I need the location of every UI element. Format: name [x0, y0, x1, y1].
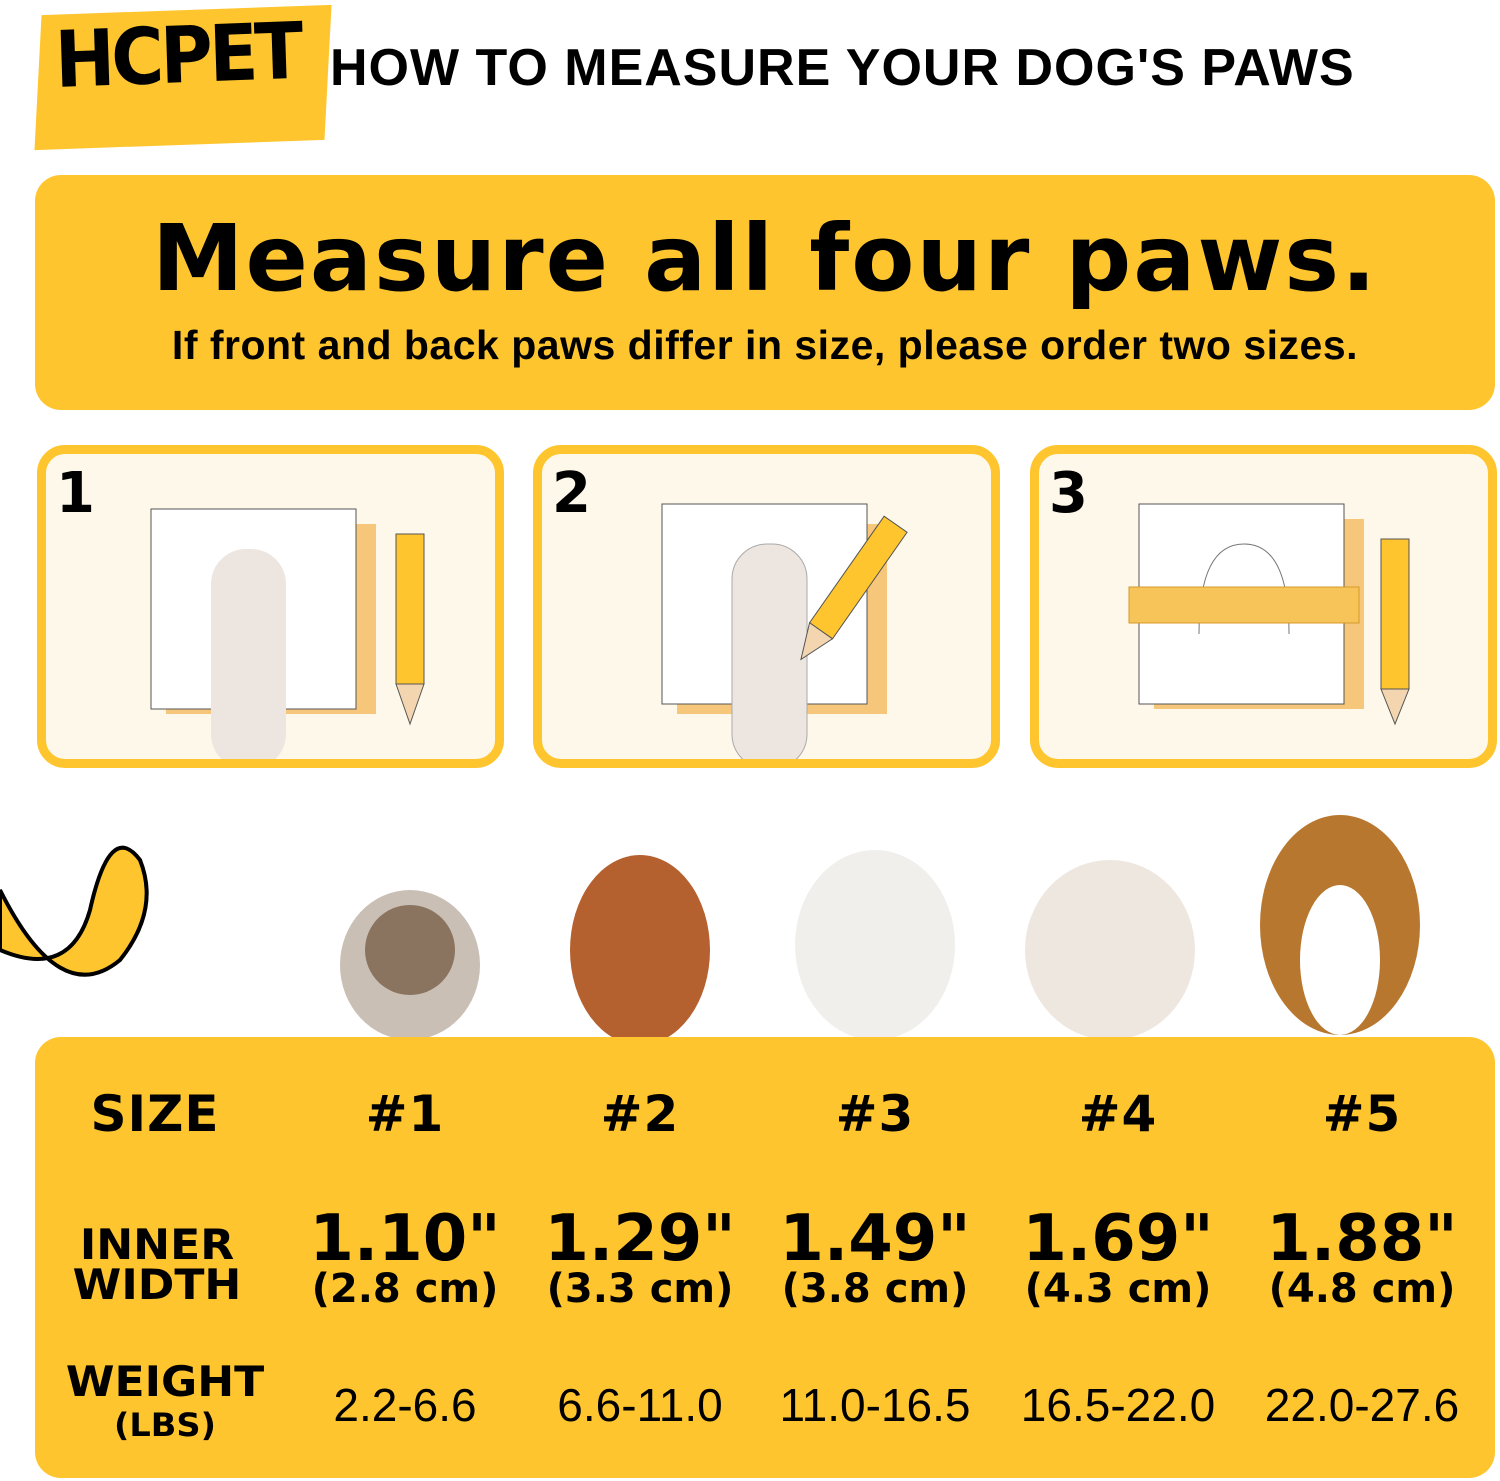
weight-range: 11.0-16.5 [779, 1379, 971, 1431]
weight-label-text: WEIGHT [65, 1357, 265, 1406]
inner-width-inches: 1.88" [1266, 1202, 1458, 1276]
inner-width-cm: (4.3 cm) [1024, 1266, 1212, 1312]
size-header: #3 [835, 1085, 915, 1143]
step-1-panel: 1 [37, 445, 504, 768]
step-number: 2 [552, 461, 591, 526]
inner-width-label-1: INNER [79, 1220, 235, 1269]
swoosh-decoration [0, 845, 149, 977]
size-header: #5 [1322, 1085, 1402, 1143]
banner-title: Measure all four paws. [151, 205, 1379, 312]
inner-width-inches: 1.29" [544, 1202, 736, 1276]
size-label: SIZE [90, 1085, 220, 1143]
step-2-panel: 2 [533, 445, 1000, 768]
step-number: 1 [56, 461, 95, 526]
inner-width-cm: (3.8 cm) [781, 1266, 969, 1312]
inner-width-cm: (3.3 cm) [546, 1266, 734, 1312]
inner-width-cm: (4.8 cm) [1268, 1266, 1456, 1312]
step-number: 3 [1049, 461, 1088, 526]
inner-width-inches: 1.10" [309, 1202, 501, 1276]
brand-logo: HCPET [53, 6, 302, 106]
weight-range: 22.0-27.6 [1264, 1379, 1460, 1431]
size-header: #2 [600, 1085, 680, 1143]
ruler-measure-icon [1128, 503, 1410, 726]
size-header: #1 [365, 1085, 445, 1143]
banner-subtitle: If front and back paws differ in size, p… [171, 322, 1359, 368]
dog-bichon [795, 850, 955, 1040]
dog-beagle [1260, 815, 1420, 1035]
dogs-illustration [0, 815, 1420, 1040]
size-table: SIZE INNER WIDTH WEIGHT (LBS) #1 1.10" (2.8 … [35, 1037, 1495, 1478]
weight-range: 6.6-11.0 [557, 1379, 723, 1431]
trace-paw-pencil-icon [661, 503, 908, 759]
inner-width-label-2: WIDTH [72, 1259, 242, 1309]
inner-width-inches: 1.49" [779, 1202, 971, 1276]
paw-on-paper-icon [150, 508, 425, 759]
inner-width-cm: (2.8 cm) [311, 1266, 499, 1312]
dog-french-bulldog [1025, 860, 1195, 1040]
page-title: HOW TO MEASURE YOUR DOG'S PAWS [330, 39, 1355, 97]
dog-toy-poodle [570, 855, 710, 1040]
weight-unit: (LBS) [114, 1405, 216, 1444]
size-header: #4 [1078, 1085, 1158, 1143]
step-3-panel: 3 [1030, 445, 1497, 768]
dog-shih-tzu [340, 890, 480, 1040]
weight-range: 2.2-6.6 [333, 1379, 477, 1431]
weight-label: WEIGHT (LBS) [66, 1361, 264, 1444]
weight-range: 16.5-22.0 [1020, 1379, 1216, 1431]
inner-width-inches: 1.69" [1022, 1202, 1214, 1276]
instruction-banner: Measure all four paws. If front and back… [35, 175, 1495, 410]
inner-width-label: INNER WIDTH [73, 1224, 242, 1306]
